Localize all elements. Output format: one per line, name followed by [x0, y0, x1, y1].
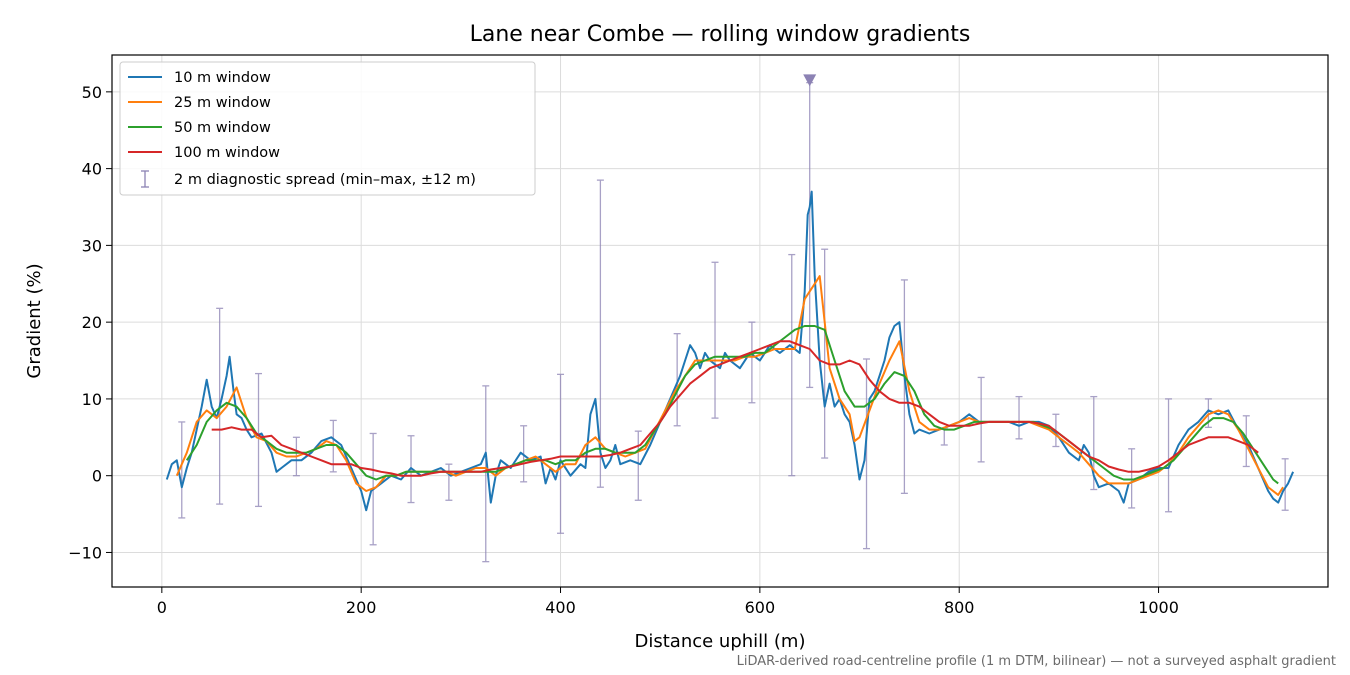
y-tick-label: 50 — [82, 83, 102, 102]
error-bar — [900, 279, 908, 494]
legend-swatch — [141, 170, 149, 188]
x-tick-label: 800 — [944, 598, 975, 617]
series-line — [185, 325, 1279, 485]
series-line — [175, 275, 1284, 496]
error-bar — [673, 333, 681, 427]
error-bar — [255, 372, 263, 508]
error-bar — [977, 376, 985, 463]
error-bar — [863, 358, 871, 550]
x-tick-label: 0 — [157, 598, 167, 617]
y-tick-label: 0 — [92, 467, 102, 486]
legend-label: 50 m window — [174, 120, 271, 136]
error-bar — [748, 321, 756, 404]
error-bar — [557, 373, 565, 534]
error-bar — [178, 421, 186, 519]
error-bar — [1281, 458, 1289, 511]
x-axis-label: Distance uphill (m) — [635, 631, 806, 652]
y-axis: −10 0 10 20 30 40 50 — [68, 83, 112, 562]
error-bar — [482, 385, 490, 563]
legend-label: 2 m diagnostic spread (min–max, ±12 m) — [174, 172, 476, 188]
x-tick-label: 1000 — [1138, 598, 1179, 617]
error-bar — [634, 430, 642, 501]
legend-box — [119, 61, 536, 196]
plot-frame — [111, 54, 1329, 588]
y-tick-label: −10 — [68, 543, 102, 562]
chart-title: Lane near Combe — rolling window gradien… — [470, 22, 971, 47]
series-line — [165, 190, 1295, 512]
spread-marker — [803, 74, 817, 87]
error-bar — [1165, 398, 1173, 513]
footnote: LiDAR-derived road-centreline profile (1… — [737, 654, 1336, 669]
error-bar — [788, 253, 796, 477]
y-tick-label: 40 — [82, 160, 102, 179]
x-axis: 0 200 400 600 800 1000 — [157, 587, 1179, 617]
error-bar — [711, 261, 719, 419]
error-bar — [821, 248, 829, 459]
legend: 10 m window 25 m window 50 m window 100 m w… — [119, 61, 536, 196]
error-bar — [445, 463, 453, 501]
legend-label: 25 m window — [174, 95, 271, 111]
error-bar — [940, 427, 948, 446]
y-tick-label: 30 — [82, 236, 102, 255]
y-axis-label: Gradient (%) — [24, 263, 45, 378]
y-tick-label: 10 — [82, 390, 102, 409]
y-tick-label: 20 — [82, 313, 102, 332]
x-tick-label: 200 — [346, 598, 377, 617]
legend-label: 100 m window — [174, 145, 280, 161]
x-tick-label: 600 — [745, 598, 776, 617]
series-line — [211, 340, 1259, 477]
x-tick-label: 400 — [545, 598, 576, 617]
series-lines — [165, 190, 1295, 512]
error-bar — [1015, 395, 1023, 440]
error-bar — [596, 179, 604, 488]
legend-label: 10 m window — [174, 70, 271, 86]
error-bar — [1128, 448, 1136, 509]
error-bars — [178, 74, 1289, 563]
